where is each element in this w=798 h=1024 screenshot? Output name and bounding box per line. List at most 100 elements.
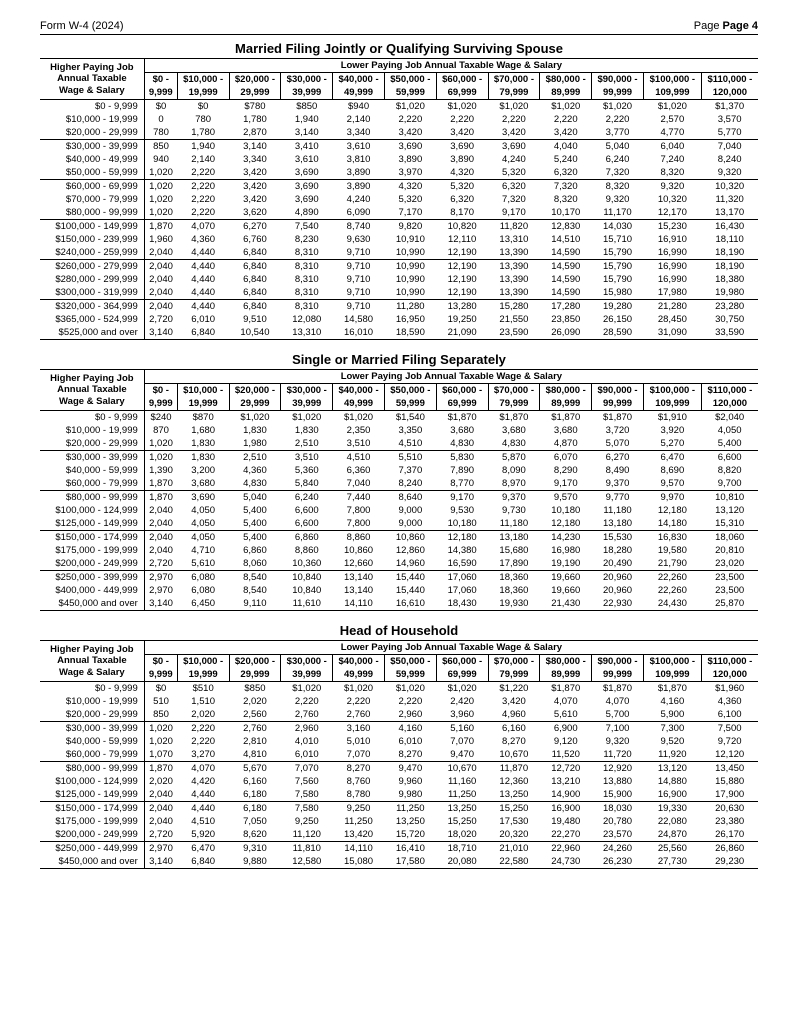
row-wage-range: $40,000 - 49,999: [40, 153, 144, 166]
tax-value: 3,350: [384, 424, 436, 437]
tax-value: 17,530: [488, 815, 540, 828]
tax-value: 16,950: [384, 313, 436, 326]
tax-value: 5,320: [436, 180, 488, 194]
tax-value: $1,870: [643, 682, 701, 696]
tax-value: 15,530: [592, 531, 644, 545]
tax-value: 8,240: [384, 477, 436, 491]
tax-value: 510: [144, 695, 177, 708]
tax-value: 3,570: [701, 113, 758, 126]
tax-value: 14,580: [333, 313, 385, 326]
tax-value: 4,510: [177, 815, 229, 828]
tax-value: 24,730: [540, 855, 592, 869]
tax-value: 11,280: [384, 300, 436, 314]
tax-value: 3,680: [177, 477, 229, 491]
tax-value: 18,030: [592, 802, 644, 816]
tax-value: $2,040: [701, 411, 758, 425]
tax-value: 6,860: [229, 544, 281, 557]
tax-value: 3,270: [177, 748, 229, 762]
tax-value: 8,240: [701, 153, 758, 166]
tax-value: 6,320: [488, 180, 540, 194]
tax-value: $1,540: [384, 411, 436, 425]
tax-value: 5,830: [436, 451, 488, 465]
tax-value: 1,020: [144, 437, 177, 451]
tax-value: 6,160: [229, 775, 281, 788]
tax-value: 2,220: [592, 113, 644, 126]
tax-value: 8,640: [384, 491, 436, 505]
tax-value: 1,870: [144, 491, 177, 505]
tax-value: 8,320: [643, 166, 701, 180]
column-range-bottom: 49,999: [333, 86, 385, 100]
tax-value: 9,250: [281, 815, 333, 828]
lower-paying-header: Lower Paying Job Annual Taxable Wage & S…: [144, 641, 758, 655]
row-wage-range: $240,000 - 259,999: [40, 246, 144, 260]
tax-value: 4,770: [643, 126, 701, 140]
row-wage-range: $0 - 9,999: [40, 411, 144, 425]
table-row: $10,000 - 19,9998701,6801,8301,8302,3503…: [40, 424, 758, 437]
tax-value: 4,050: [701, 424, 758, 437]
tax-value: 9,320: [592, 193, 644, 206]
tax-value: 1,870: [144, 477, 177, 491]
tax-value: 4,510: [333, 451, 385, 465]
tax-value: 4,360: [177, 233, 229, 246]
tax-value: 11,250: [436, 788, 488, 802]
tax-value: 1,980: [229, 437, 281, 451]
table-row: $20,000 - 29,9998502,0202,5602,7602,7602…: [40, 708, 758, 722]
tax-value: 3,420: [488, 126, 540, 140]
tax-value: 21,010: [488, 842, 540, 856]
tax-value: 3,970: [384, 166, 436, 180]
tax-value: 4,320: [384, 180, 436, 194]
tax-value: 24,430: [643, 597, 701, 611]
tax-value: 12,170: [643, 206, 701, 220]
row-wage-range: $0 - 9,999: [40, 100, 144, 114]
tax-value: 7,040: [701, 140, 758, 154]
tax-value: 21,280: [643, 300, 701, 314]
row-wage-range: $10,000 - 19,999: [40, 424, 144, 437]
column-range-bottom: 89,999: [540, 668, 592, 682]
tax-value: 18,710: [436, 842, 488, 856]
tax-value: 16,430: [701, 220, 758, 234]
tax-value: 3,160: [333, 722, 385, 736]
tax-value: 25,560: [643, 842, 701, 856]
tax-value: 3,680: [540, 424, 592, 437]
tax-value: 6,040: [643, 140, 701, 154]
tax-value: 12,190: [436, 246, 488, 260]
tax-value: 2,220: [177, 206, 229, 220]
column-range-bottom: 99,999: [592, 86, 644, 100]
tax-value: 17,980: [643, 286, 701, 300]
tax-value: 1,390: [144, 464, 177, 477]
column-range-bottom: 39,999: [281, 668, 333, 682]
tax-value: 1,070: [144, 748, 177, 762]
tax-value: 2,220: [488, 113, 540, 126]
column-range-top: $90,000 -: [592, 73, 644, 87]
tax-value: 9,710: [333, 260, 385, 274]
tax-value: 12,580: [281, 855, 333, 869]
column-range-top: $110,000 -: [701, 73, 758, 87]
tax-value: 6,840: [229, 300, 281, 314]
tax-value: 5,840: [281, 477, 333, 491]
tax-value: 3,890: [436, 153, 488, 166]
tax-value: $1,870: [488, 411, 540, 425]
tax-value: 8,690: [643, 464, 701, 477]
tax-value: 3,410: [281, 140, 333, 154]
tax-value: 16,980: [540, 544, 592, 557]
tax-value: 10,360: [281, 557, 333, 571]
tax-value: 12,920: [592, 762, 644, 776]
tax-value: 6,470: [643, 451, 701, 465]
tax-value: 5,920: [177, 828, 229, 842]
tax-value: 26,150: [592, 313, 644, 326]
tax-value: 22,260: [643, 571, 701, 585]
table-row: $20,000 - 29,9991,0201,8301,9802,5103,51…: [40, 437, 758, 451]
tax-value: 15,310: [701, 517, 758, 531]
tax-value: 2,760: [281, 708, 333, 722]
tax-value: 22,930: [592, 597, 644, 611]
tax-value: 12,180: [643, 504, 701, 517]
column-range-top: $0 -: [144, 655, 177, 669]
row-wage-range: $320,000 - 364,999: [40, 300, 144, 314]
row-wage-range: $260,000 - 279,999: [40, 260, 144, 274]
tax-value: 27,730: [643, 855, 701, 869]
column-range-bottom: 69,999: [436, 86, 488, 100]
tax-value: 18,190: [701, 260, 758, 274]
tax-value: 14,590: [540, 246, 592, 260]
tax-value: 8,540: [229, 584, 281, 597]
tax-value: 8,740: [333, 220, 385, 234]
